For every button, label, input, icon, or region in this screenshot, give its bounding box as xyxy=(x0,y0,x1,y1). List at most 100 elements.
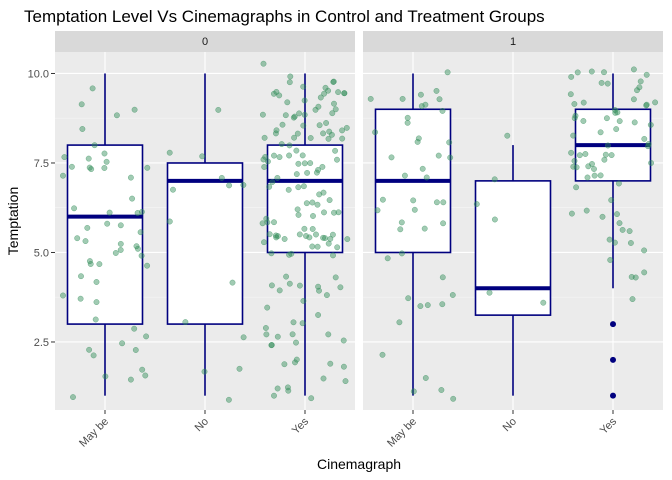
data-point xyxy=(614,109,621,116)
data-point xyxy=(268,342,275,348)
data-point xyxy=(615,180,622,187)
data-point xyxy=(299,320,306,327)
data-point xyxy=(78,101,85,108)
data-point xyxy=(439,301,446,308)
facet-strip-label: 1 xyxy=(510,36,516,48)
data-point xyxy=(269,179,276,186)
x-tick-label: No xyxy=(501,416,519,434)
data-point xyxy=(134,245,141,252)
data-point xyxy=(310,213,316,219)
data-point xyxy=(226,182,233,189)
data-point xyxy=(294,130,301,137)
data-point xyxy=(414,138,421,145)
data-point xyxy=(435,152,442,159)
data-point xyxy=(286,142,293,149)
data-point xyxy=(317,94,324,101)
data-point xyxy=(335,89,342,96)
data-point xyxy=(411,206,418,213)
data-point xyxy=(284,99,291,106)
data-point xyxy=(286,79,293,86)
data-point xyxy=(113,112,120,119)
data-point xyxy=(415,135,422,142)
data-point xyxy=(307,160,314,167)
data-point xyxy=(68,163,75,170)
data-point xyxy=(309,226,316,232)
data-point xyxy=(139,366,146,373)
data-point xyxy=(602,151,609,158)
data-point xyxy=(261,164,268,170)
data-point xyxy=(632,274,639,281)
data-point xyxy=(261,239,267,246)
chart-title: Temptation Level Vs Cinemagraphs in Cont… xyxy=(24,7,545,26)
data-point xyxy=(101,150,108,157)
y-tick-label: 5.0 xyxy=(34,247,49,259)
data-point xyxy=(424,302,431,309)
data-point xyxy=(262,153,269,160)
data-point xyxy=(326,197,333,204)
x-tick-label: May be xyxy=(77,416,111,450)
data-point xyxy=(641,269,648,276)
data-point xyxy=(611,239,618,246)
data-point xyxy=(279,121,286,128)
x-tick-label: No xyxy=(193,416,211,434)
data-point xyxy=(300,83,307,90)
data-point xyxy=(342,378,349,385)
data-point xyxy=(540,299,547,306)
x-axis-title: Cinemagraph xyxy=(317,456,401,472)
data-point xyxy=(606,236,613,243)
data-point xyxy=(643,71,650,78)
data-point xyxy=(332,106,339,113)
data-point xyxy=(300,183,307,190)
x-tick-label: Yes xyxy=(290,415,312,437)
data-point xyxy=(344,236,351,243)
data-point xyxy=(398,219,405,226)
data-point xyxy=(271,152,277,159)
data-point xyxy=(401,172,408,179)
data-point xyxy=(567,91,574,98)
data-point xyxy=(473,201,480,208)
data-point xyxy=(572,112,579,119)
data-point xyxy=(273,88,280,95)
data-point xyxy=(604,80,611,87)
data-point xyxy=(332,147,339,154)
data-point xyxy=(286,152,293,159)
data-point xyxy=(295,211,302,218)
outlier-point xyxy=(610,321,616,328)
data-point xyxy=(580,99,587,106)
data-point xyxy=(199,153,206,160)
data-point xyxy=(127,174,134,181)
data-point xyxy=(643,102,650,109)
data-point xyxy=(379,196,386,203)
data-point xyxy=(608,152,615,159)
data-point xyxy=(315,103,322,110)
data-point xyxy=(319,163,326,170)
data-point xyxy=(134,210,141,216)
boxplot-no xyxy=(474,145,552,396)
data-point xyxy=(410,197,417,204)
data-point xyxy=(423,174,430,181)
data-point xyxy=(274,174,281,181)
data-point xyxy=(504,132,511,139)
data-point xyxy=(631,119,638,126)
data-point xyxy=(634,87,640,94)
data-point xyxy=(138,208,145,215)
data-point xyxy=(240,182,247,188)
data-point xyxy=(301,97,308,104)
data-point xyxy=(604,142,611,149)
data-point xyxy=(388,154,395,161)
data-point xyxy=(296,282,303,289)
data-point xyxy=(225,396,232,403)
data-point xyxy=(289,331,296,338)
data-point xyxy=(398,250,405,257)
data-point xyxy=(439,274,446,281)
data-point xyxy=(320,130,327,137)
data-point xyxy=(417,303,424,310)
data-point xyxy=(323,292,330,299)
data-point xyxy=(309,199,316,206)
data-point xyxy=(129,195,136,202)
data-point xyxy=(641,247,648,254)
data-point xyxy=(306,234,313,241)
data-point xyxy=(166,149,173,156)
data-point xyxy=(301,111,308,118)
